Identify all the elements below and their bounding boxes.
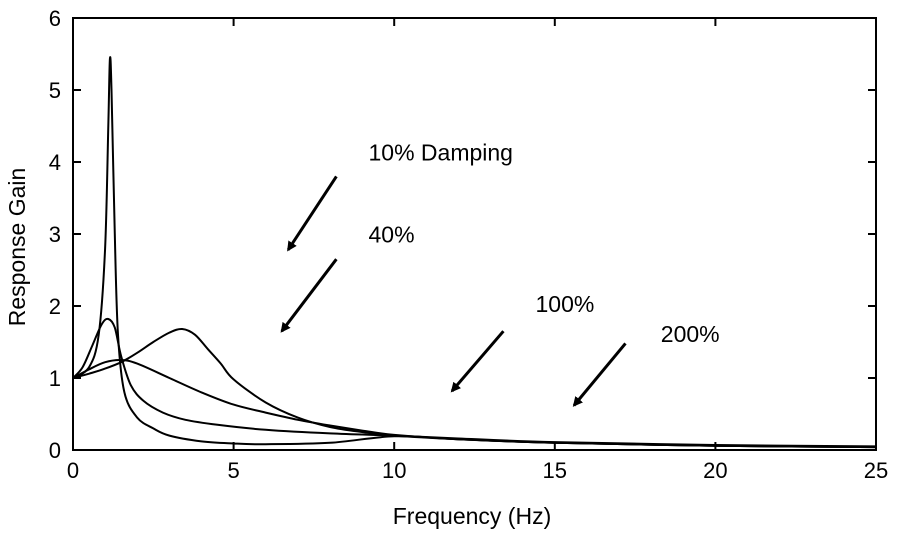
series-line-2 [72,317,877,448]
annotation-arrow [280,258,338,333]
annotation-arrow [572,342,627,407]
y-tick-label: 1 [49,366,61,391]
y-axis-title: Response Gain [4,168,30,327]
annotation-arrow [286,175,338,252]
y-tick-label: 5 [49,78,61,103]
series-layer [72,56,877,449]
series-line-3 [72,358,877,449]
plot-frame [72,17,877,451]
axes: 0 5 10 15 20 25 0 1 2 3 4 5 6 [49,6,888,483]
x-tick-label: 15 [543,458,567,483]
x-tick-label: 10 [382,458,406,483]
x-axis-title: Frequency (Hz) [393,503,551,529]
y-tick-label: 2 [49,294,61,319]
y-tick-label: 6 [49,6,61,31]
annotation-label: 10% Damping [369,140,513,166]
x-tick-label: 25 [864,458,888,483]
annotation-arrow [450,330,505,393]
annotation-label: 200% [661,321,720,347]
annotation-layer: 10% Damping 40% 100% 200% [280,140,720,407]
x-tick-label: 0 [67,458,79,483]
x-tick-label: 20 [703,458,727,483]
annotation-label: 100% [536,291,595,317]
annotation-label: 40% [369,222,415,248]
x-tick-label: 5 [227,458,239,483]
y-tick-label: 4 [49,150,61,175]
series-line-4 [72,327,877,449]
y-tick-label: 0 [49,438,61,463]
y-tick-label: 3 [49,222,61,247]
